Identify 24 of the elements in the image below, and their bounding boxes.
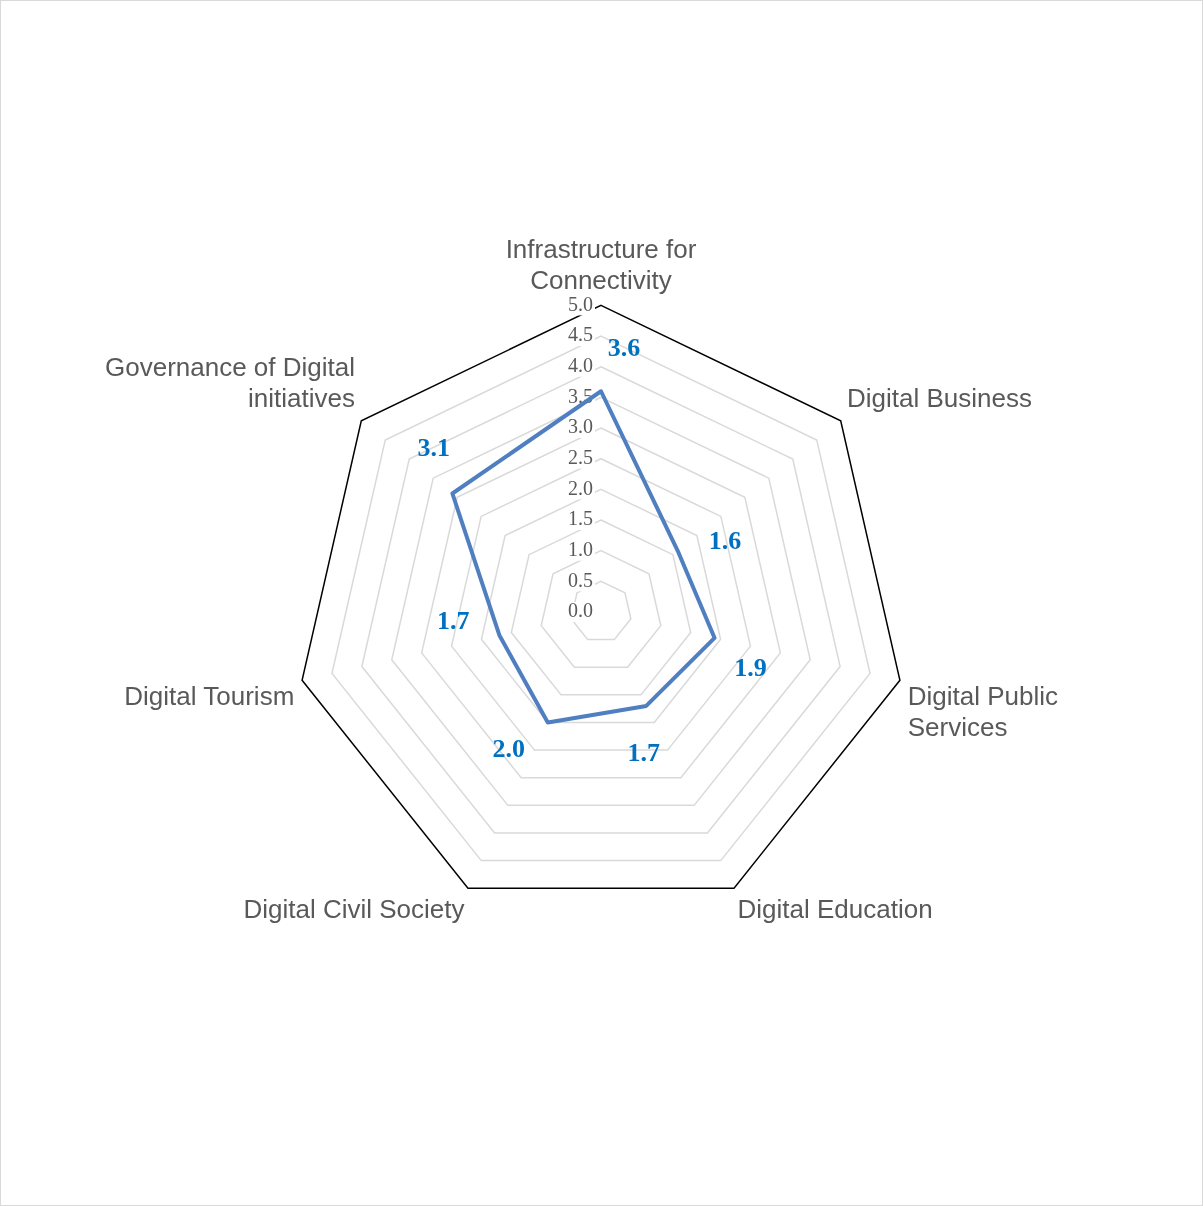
y-tick-label: 4.0 [568, 353, 593, 376]
y-tick-label: 0.5 [568, 568, 593, 591]
spoke-label: Digital Tourism [124, 680, 295, 711]
data-label: 1.7 [627, 737, 661, 767]
spoke-label: Digital Civil Society [243, 894, 465, 925]
y-tick-label: 0.0 [568, 599, 593, 622]
data-label: 1.6 [708, 526, 742, 556]
spoke-label: Digital Business [846, 383, 1032, 414]
spoke-label: Digital Public Services [907, 680, 1059, 742]
y-tick-label: 5.0 [568, 292, 593, 315]
y-tick-label: 2.5 [568, 445, 593, 468]
data-label: 1.9 [734, 653, 767, 683]
y-tick-label: 3.0 [568, 415, 593, 438]
y-tick-label: 2.0 [568, 476, 593, 499]
y-tick-label: 1.5 [568, 507, 593, 530]
spoke-label: Governance of Digital initiatives [105, 352, 356, 414]
y-tick-label: 4.5 [568, 323, 593, 346]
data-label: 2.0 [492, 734, 526, 764]
data-label: 3.1 [417, 432, 451, 462]
spoke-label: Digital Education [737, 894, 933, 925]
spoke-label: Infrastructure for Connectivity [505, 233, 697, 295]
data-label: 3.6 [607, 332, 641, 362]
y-tick-label: 1.0 [568, 537, 593, 560]
data-label: 1.7 [436, 605, 470, 635]
